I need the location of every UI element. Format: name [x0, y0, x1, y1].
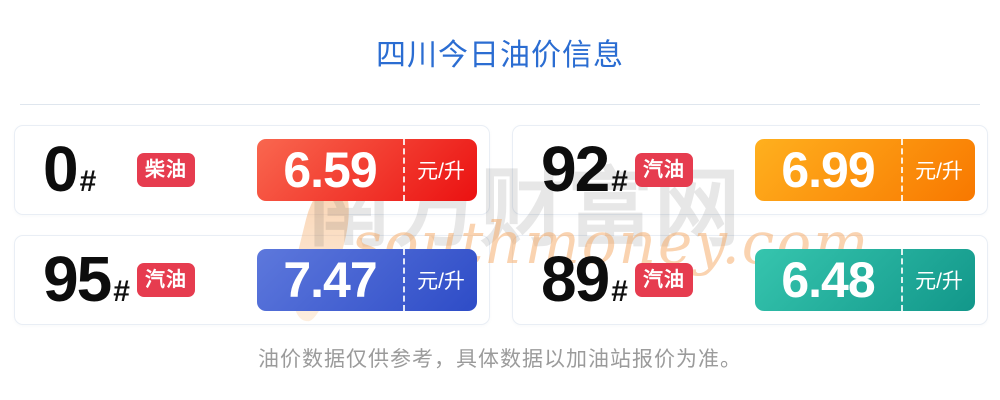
- price-unit: 元/升: [417, 270, 465, 293]
- fuel-grade-hash: #: [113, 275, 130, 308]
- fuel-grade: 92 #: [541, 133, 633, 205]
- fuel-type-badge: 柴油: [137, 153, 195, 187]
- fuel-card-92-gasoline: 92 # 汽油 6.99 元/升: [512, 125, 988, 215]
- price-value: 6.48: [781, 252, 875, 308]
- fuel-price-grid: 0 # 柴油 6.59 元/升 92 # 汽油 6.99 元/升 95 # 汽油…: [14, 125, 988, 325]
- price-block: 7.47 元/升: [257, 249, 477, 311]
- fuel-grade: 89 #: [541, 243, 633, 315]
- fuel-grade: 0 #: [43, 133, 135, 205]
- dashed-separator: [403, 249, 405, 311]
- fuel-card-89-gasoline: 89 # 汽油 6.48 元/升: [512, 235, 988, 325]
- dashed-separator: [901, 139, 903, 201]
- price-block: 6.99 元/升: [755, 139, 975, 201]
- fuel-type-badge: 汽油: [635, 263, 693, 297]
- fuel-grade: 95 #: [43, 243, 135, 315]
- fuel-type-badge: 汽油: [137, 263, 195, 297]
- price-unit: 元/升: [915, 270, 963, 293]
- price-unit: 元/升: [915, 160, 963, 183]
- fuel-grade-number: 92: [541, 133, 610, 205]
- price-value: 6.59: [283, 142, 377, 198]
- price-block: 6.59 元/升: [257, 139, 477, 201]
- price-value: 6.99: [781, 142, 875, 198]
- fuel-grade-hash: #: [611, 165, 628, 198]
- fuel-card-0-diesel: 0 # 柴油 6.59 元/升: [14, 125, 490, 215]
- price-block: 6.48 元/升: [755, 249, 975, 311]
- price-value: 7.47: [283, 252, 377, 308]
- fuel-type-badge: 汽油: [635, 153, 693, 187]
- fuel-grade-number: 95: [43, 243, 112, 315]
- fuel-grade-number: 0: [43, 133, 79, 205]
- title-divider: [20, 104, 980, 105]
- fuel-card-95-gasoline: 95 # 汽油 7.47 元/升: [14, 235, 490, 325]
- dashed-separator: [901, 249, 903, 311]
- fuel-grade-number: 89: [541, 243, 610, 315]
- fuel-grade-hash: #: [611, 275, 628, 308]
- fuel-grade-hash: #: [79, 165, 97, 198]
- dashed-separator: [403, 139, 405, 201]
- disclaimer-text: 油价数据仅供参考，具体数据以加油站报价为准。: [258, 348, 742, 371]
- price-unit: 元/升: [417, 160, 465, 183]
- page-title: 四川今日油价信息: [376, 39, 624, 72]
